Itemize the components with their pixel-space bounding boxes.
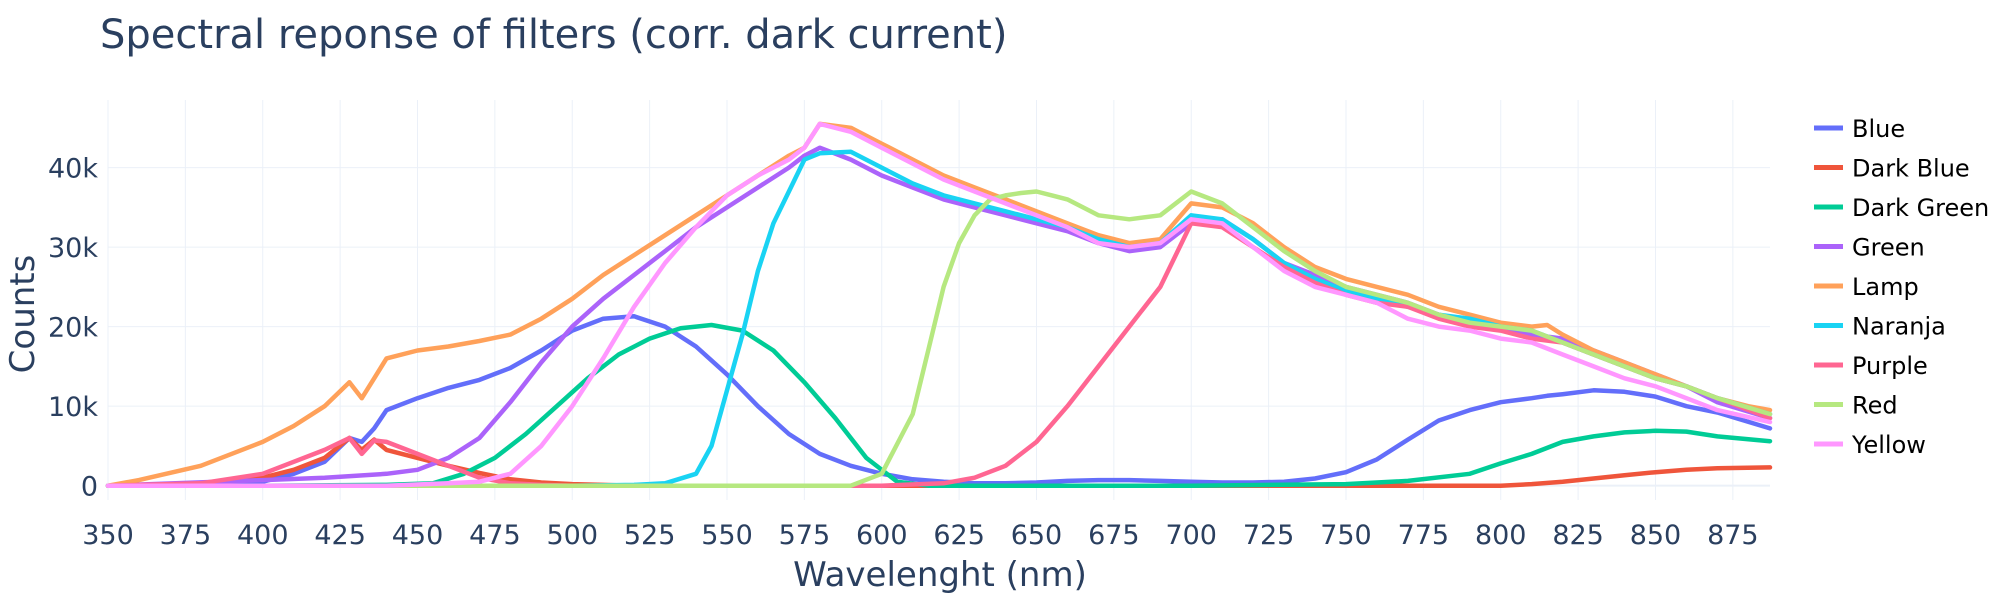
x-tick-label: 350	[82, 520, 134, 551]
chart-title: Spectral reponse of filters (corr. dark …	[100, 12, 1007, 58]
series-line-purple	[105, 221, 1773, 488]
legend-item-dark-blue[interactable]: Dark Blue	[1814, 155, 1970, 183]
x-tick-label: 575	[779, 520, 831, 551]
legend-item-yellow[interactable]: Yellow	[1814, 431, 1926, 459]
legend[interactable]: Blue Dark Blue Dark Green Green Lamp Naranja P…	[1814, 115, 1989, 459]
series-line-dark-green	[105, 322, 1773, 488]
y-tick-label: 0	[81, 472, 98, 503]
x-tick-label: 775	[1398, 520, 1450, 551]
series-line-yellow	[105, 121, 1773, 488]
legend-item-purple[interactable]: Purple	[1814, 352, 1928, 380]
y-axis-title: Counts	[3, 255, 43, 374]
x-tick-label: 850	[1630, 520, 1682, 551]
y-tick-label: 10k	[48, 392, 98, 423]
legend-label: Red	[1852, 392, 1898, 420]
legend-label: Dark Blue	[1852, 155, 1970, 183]
legend-label: Blue	[1852, 115, 1905, 143]
legend-item-naranja[interactable]: Naranja	[1814, 313, 1946, 341]
series-layer	[105, 121, 1773, 488]
x-tick-label: 650	[1011, 520, 1063, 551]
x-tick-label: 725	[1243, 520, 1295, 551]
x-tick-label: 875	[1707, 520, 1759, 551]
x-tick-label: 750	[1320, 520, 1372, 551]
x-tick-label: 525	[624, 520, 676, 551]
x-axis-title: Wavelenght (nm)	[793, 555, 1087, 595]
legend-label: Purple	[1852, 352, 1928, 380]
x-tick-label: 700	[1165, 520, 1217, 551]
legend-label: Green	[1852, 234, 1925, 262]
legend-item-red[interactable]: Red	[1814, 392, 1898, 420]
legend-item-green[interactable]: Green	[1814, 234, 1925, 262]
y-tick-label: 40k	[48, 154, 98, 185]
series-line-naranja	[105, 149, 1773, 488]
legend-item-dark-green[interactable]: Dark Green	[1814, 194, 1989, 222]
x-axis-ticks: 350 375 400 425 450 475 500 525 550 575 600 625 650 6…	[82, 520, 1758, 551]
x-tick-label: 550	[701, 520, 753, 551]
series-line-red	[105, 189, 1773, 488]
series-line-lamp	[105, 121, 1773, 488]
legend-label: Lamp	[1852, 273, 1919, 301]
x-tick-label: 825	[1552, 520, 1604, 551]
x-tick-label: 800	[1475, 520, 1527, 551]
legend-item-lamp[interactable]: Lamp	[1814, 273, 1919, 301]
x-tick-label: 475	[469, 520, 521, 551]
x-tick-label: 400	[237, 520, 289, 551]
y-tick-label: 30k	[48, 233, 98, 264]
legend-label: Naranja	[1852, 313, 1946, 341]
x-tick-label: 600	[856, 520, 908, 551]
legend-item-blue[interactable]: Blue	[1814, 115, 1905, 143]
x-tick-label: 375	[160, 520, 212, 551]
y-axis-ticks: 0 10k 20k 30k 40k	[48, 154, 98, 503]
legend-label: Yellow	[1851, 431, 1926, 459]
y-tick-label: 20k	[48, 313, 98, 344]
series-line-green	[105, 145, 1773, 488]
x-tick-label: 425	[314, 520, 366, 551]
x-tick-label: 450	[392, 520, 444, 551]
x-tick-label: 675	[1088, 520, 1140, 551]
x-tick-label: 500	[546, 520, 598, 551]
legend-label: Dark Green	[1852, 194, 1989, 222]
x-tick-label: 625	[933, 520, 985, 551]
